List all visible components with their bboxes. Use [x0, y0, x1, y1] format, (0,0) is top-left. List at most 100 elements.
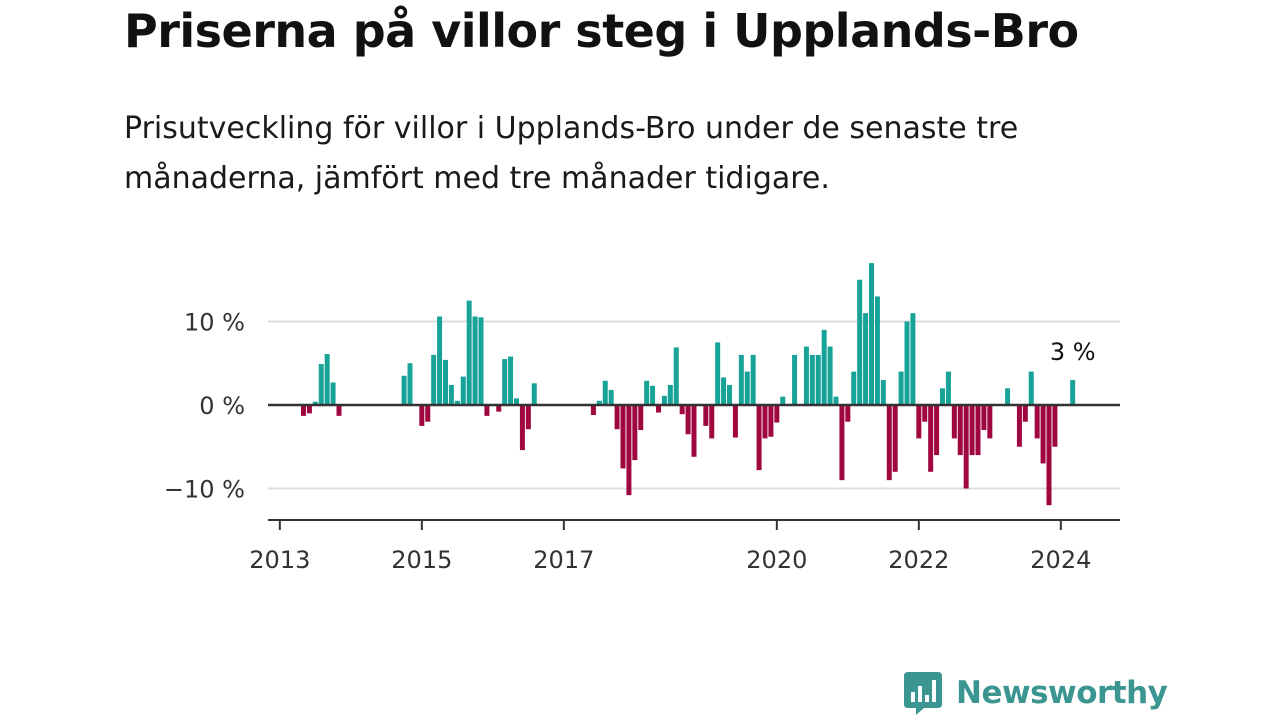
bar	[880, 379, 886, 405]
grid-layer	[268, 320, 1120, 490]
bar	[1070, 379, 1076, 405]
bar	[448, 384, 454, 405]
bar	[1046, 405, 1052, 506]
bar	[330, 382, 336, 405]
bar	[833, 396, 839, 405]
bar	[892, 405, 898, 472]
bar	[608, 389, 614, 405]
bar	[656, 405, 661, 413]
bar	[650, 385, 656, 405]
bar	[466, 300, 472, 406]
bar	[780, 396, 786, 405]
bar	[531, 383, 537, 405]
bar	[869, 263, 874, 405]
bar	[661, 395, 667, 405]
y-tick-label: 10 %	[184, 309, 245, 337]
bar	[437, 316, 443, 405]
bar	[957, 405, 963, 456]
bar-chart-speech-bubble-icon	[904, 672, 942, 715]
bar	[1034, 405, 1040, 439]
bar	[318, 364, 324, 405]
bar	[975, 405, 981, 456]
brand-name: Newsworthy	[956, 675, 1168, 711]
bar	[1005, 388, 1011, 405]
bar	[508, 356, 514, 405]
bar	[904, 321, 910, 405]
bar	[945, 371, 951, 405]
bar	[987, 405, 993, 439]
bar	[910, 313, 916, 405]
bar	[502, 359, 508, 405]
bar	[792, 354, 798, 405]
bar	[721, 377, 727, 405]
bar	[809, 354, 815, 405]
bars	[301, 263, 1076, 506]
bar	[484, 405, 490, 416]
bar	[703, 405, 709, 426]
bar	[691, 405, 697, 457]
bar	[472, 316, 478, 405]
bar	[667, 384, 673, 405]
bar	[969, 405, 975, 456]
bar	[857, 279, 863, 405]
bar	[727, 384, 732, 405]
bar	[620, 405, 626, 469]
bar	[496, 405, 502, 412]
bar	[951, 405, 957, 439]
page-title: Priserna på villor steg i Upplands-Bro	[124, 4, 1079, 58]
bar	[744, 371, 750, 405]
bar	[419, 405, 425, 426]
bar	[1028, 371, 1034, 405]
y-tick-label: 0 %	[199, 392, 245, 420]
bar	[851, 371, 857, 405]
bar	[732, 405, 738, 438]
bar	[821, 329, 827, 405]
x-tick-label: 2020	[746, 546, 807, 574]
bar	[768, 405, 774, 437]
bar	[774, 405, 780, 423]
bar	[715, 342, 721, 406]
bar	[940, 388, 945, 405]
latest-value-annotation: 3 %	[1050, 338, 1096, 366]
y-tick-label: −10 %	[164, 476, 245, 504]
bar	[928, 405, 934, 472]
bar-chart: 10 % 0 % −10 % 2013 2015 2017 2020 2022 2024 3 …	[164, 263, 1120, 574]
bar	[324, 354, 330, 405]
bar	[963, 405, 969, 489]
bar	[845, 405, 851, 422]
bar	[738, 354, 744, 405]
bar	[425, 405, 431, 422]
x-tick-label: 2017	[533, 546, 594, 574]
bar	[460, 376, 466, 405]
bar	[922, 405, 928, 422]
bar	[454, 400, 460, 405]
bar	[916, 405, 922, 439]
bar	[525, 405, 531, 430]
bar	[614, 405, 620, 430]
bar	[762, 405, 768, 439]
bar	[1022, 405, 1028, 422]
bar	[1040, 405, 1046, 464]
bar	[306, 405, 312, 414]
bar	[632, 405, 638, 461]
bar	[644, 380, 650, 405]
x-tick-label: 2022	[888, 546, 949, 574]
bar	[886, 405, 892, 481]
y-axis-ticks: 10 % 0 % −10 %	[164, 309, 245, 504]
bar	[638, 405, 644, 431]
bar	[590, 405, 596, 416]
bar	[312, 401, 318, 405]
newsworthy-logo: Newsworthy	[902, 670, 1168, 716]
bar	[827, 346, 833, 405]
bar	[1052, 405, 1058, 447]
bar	[709, 405, 715, 439]
bar	[431, 354, 437, 405]
bar	[898, 371, 904, 405]
bar	[514, 398, 519, 405]
bar	[863, 313, 869, 405]
page-subtitle: Prisutveckling för villor i Upplands-Bro…	[124, 111, 1019, 196]
bar	[685, 405, 691, 435]
x-axis-ticks: 2013 2015 2017 2020 2022 2024	[249, 520, 1091, 574]
x-tick-label: 2015	[391, 546, 452, 574]
bar	[874, 296, 880, 405]
